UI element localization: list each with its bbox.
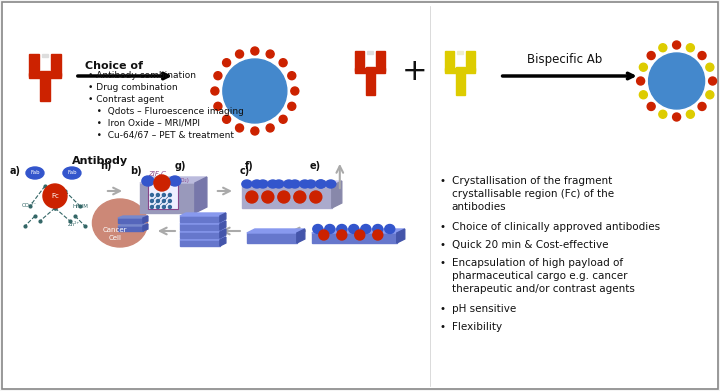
Circle shape (706, 91, 714, 99)
Text: b): b) (130, 166, 142, 176)
Ellipse shape (373, 224, 383, 233)
Polygon shape (332, 181, 342, 208)
Text: •: • (440, 258, 446, 268)
Circle shape (279, 115, 287, 123)
Circle shape (163, 206, 166, 208)
Polygon shape (247, 229, 305, 233)
Text: Bispecific Ab: Bispecific Ab (527, 53, 603, 66)
Polygon shape (220, 221, 226, 230)
Circle shape (211, 87, 219, 95)
Circle shape (698, 102, 706, 110)
Bar (366, 67, 375, 95)
Bar (466, 51, 474, 71)
Circle shape (150, 194, 153, 197)
Circle shape (294, 191, 306, 203)
Ellipse shape (274, 180, 284, 188)
Polygon shape (180, 213, 226, 216)
Circle shape (288, 72, 296, 80)
Bar (376, 51, 384, 71)
Text: +: + (402, 57, 428, 86)
Bar (118, 218, 143, 223)
Text: f): f) (245, 161, 253, 171)
Circle shape (251, 47, 259, 55)
Polygon shape (312, 229, 405, 233)
Ellipse shape (300, 180, 310, 188)
Circle shape (698, 52, 706, 59)
Ellipse shape (142, 176, 154, 186)
Bar (242, 186, 332, 208)
Text: •: • (440, 222, 446, 232)
Circle shape (154, 175, 170, 191)
Circle shape (235, 124, 243, 132)
Circle shape (647, 52, 655, 59)
Polygon shape (143, 216, 148, 223)
Bar (456, 67, 464, 95)
Ellipse shape (252, 180, 262, 188)
Circle shape (686, 110, 694, 118)
Text: ZIF-C: ZIF-C (148, 171, 166, 177)
Bar (140, 183, 195, 213)
Bar (42, 54, 48, 57)
Ellipse shape (26, 167, 44, 179)
Circle shape (649, 53, 705, 109)
Circle shape (163, 199, 166, 203)
Polygon shape (220, 213, 226, 222)
Text: h): h) (100, 161, 112, 171)
Circle shape (686, 44, 694, 52)
Circle shape (156, 194, 159, 197)
Ellipse shape (325, 224, 335, 233)
Circle shape (223, 59, 287, 123)
Circle shape (291, 87, 299, 95)
Circle shape (150, 199, 153, 203)
Text: Cancer
Cell: Cancer Cell (103, 228, 127, 240)
Bar (247, 233, 297, 243)
Ellipse shape (316, 180, 326, 188)
Text: •: • (440, 322, 446, 332)
Text: CO₂²⁻: CO₂²⁻ (22, 203, 37, 208)
Polygon shape (118, 224, 148, 226)
Text: a): a) (10, 166, 21, 176)
Circle shape (156, 199, 159, 203)
Circle shape (43, 184, 67, 208)
Text: Zn₂(mIM)₂(CO₂): Zn₂(mIM)₂(CO₂) (148, 178, 190, 183)
Bar (51, 54, 61, 76)
Circle shape (659, 44, 667, 52)
Circle shape (355, 230, 365, 240)
Circle shape (639, 91, 647, 99)
Polygon shape (143, 224, 148, 231)
Bar (180, 232, 220, 238)
FancyBboxPatch shape (148, 181, 178, 209)
Text: •  Cu-64/67 – PET & treatment: • Cu-64/67 – PET & treatment (88, 131, 234, 140)
Text: •  Iron Oxide – MRI/MPI: • Iron Oxide – MRI/MPI (88, 119, 200, 128)
Text: •  Qdots – Fluroescence imaging: • Qdots – Fluroescence imaging (88, 107, 244, 116)
Text: Quick 20 min & Cost-effective: Quick 20 min & Cost-effective (451, 240, 608, 250)
Circle shape (659, 110, 667, 118)
Polygon shape (220, 229, 226, 238)
Ellipse shape (348, 224, 359, 233)
Circle shape (156, 206, 159, 208)
Polygon shape (118, 216, 148, 218)
Bar (180, 216, 220, 222)
Text: • Drug combination: • Drug combination (88, 83, 178, 92)
Polygon shape (180, 221, 226, 224)
Polygon shape (195, 177, 207, 213)
Bar (40, 71, 50, 101)
Text: Fc: Fc (51, 193, 59, 199)
Text: Antibody: Antibody (72, 156, 128, 166)
Polygon shape (180, 237, 226, 240)
Circle shape (278, 191, 290, 203)
Ellipse shape (384, 224, 395, 233)
Circle shape (251, 127, 259, 135)
Ellipse shape (258, 180, 268, 188)
Ellipse shape (312, 224, 323, 233)
Circle shape (636, 77, 644, 85)
Text: Crystallisation of the fragment
crystallisable region (Fc) of the
antibodies: Crystallisation of the fragment crystall… (451, 176, 614, 212)
Text: Zn²⁺: Zn²⁺ (68, 222, 80, 227)
Ellipse shape (63, 167, 81, 179)
Text: Choice of clinically approved antibodies: Choice of clinically approved antibodies (451, 222, 660, 232)
Ellipse shape (306, 180, 316, 188)
Bar (312, 233, 397, 243)
Polygon shape (220, 237, 226, 246)
Circle shape (235, 50, 243, 58)
